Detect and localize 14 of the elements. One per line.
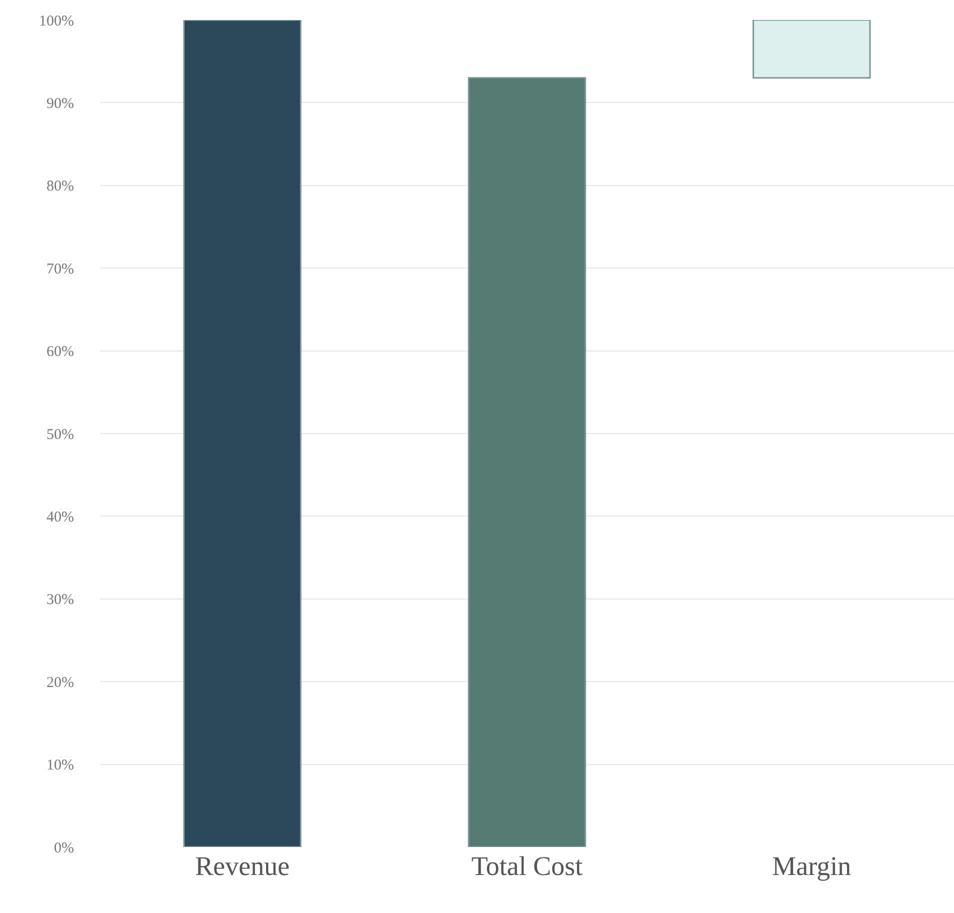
y-tick-label: 70% bbox=[46, 261, 74, 278]
y-tick-label: 10% bbox=[46, 758, 74, 774]
y-tick-label: 40% bbox=[46, 509, 74, 526]
x-tick-label: Revenue bbox=[195, 851, 290, 881]
y-tick-label: 20% bbox=[46, 674, 74, 691]
y-tick-label: 0% bbox=[54, 840, 74, 856]
y-tick-label: 80% bbox=[46, 178, 74, 195]
y-tick-label: 50% bbox=[46, 426, 74, 443]
y-tick-label: 30% bbox=[46, 592, 74, 608]
y-tick-label: 60% bbox=[46, 344, 74, 360]
x-tick-label: Margin bbox=[772, 851, 852, 881]
x-tick-label: Total Cost bbox=[471, 851, 584, 881]
y-tick-label: 100% bbox=[39, 13, 74, 30]
y-tick-label: 90% bbox=[46, 96, 74, 112]
